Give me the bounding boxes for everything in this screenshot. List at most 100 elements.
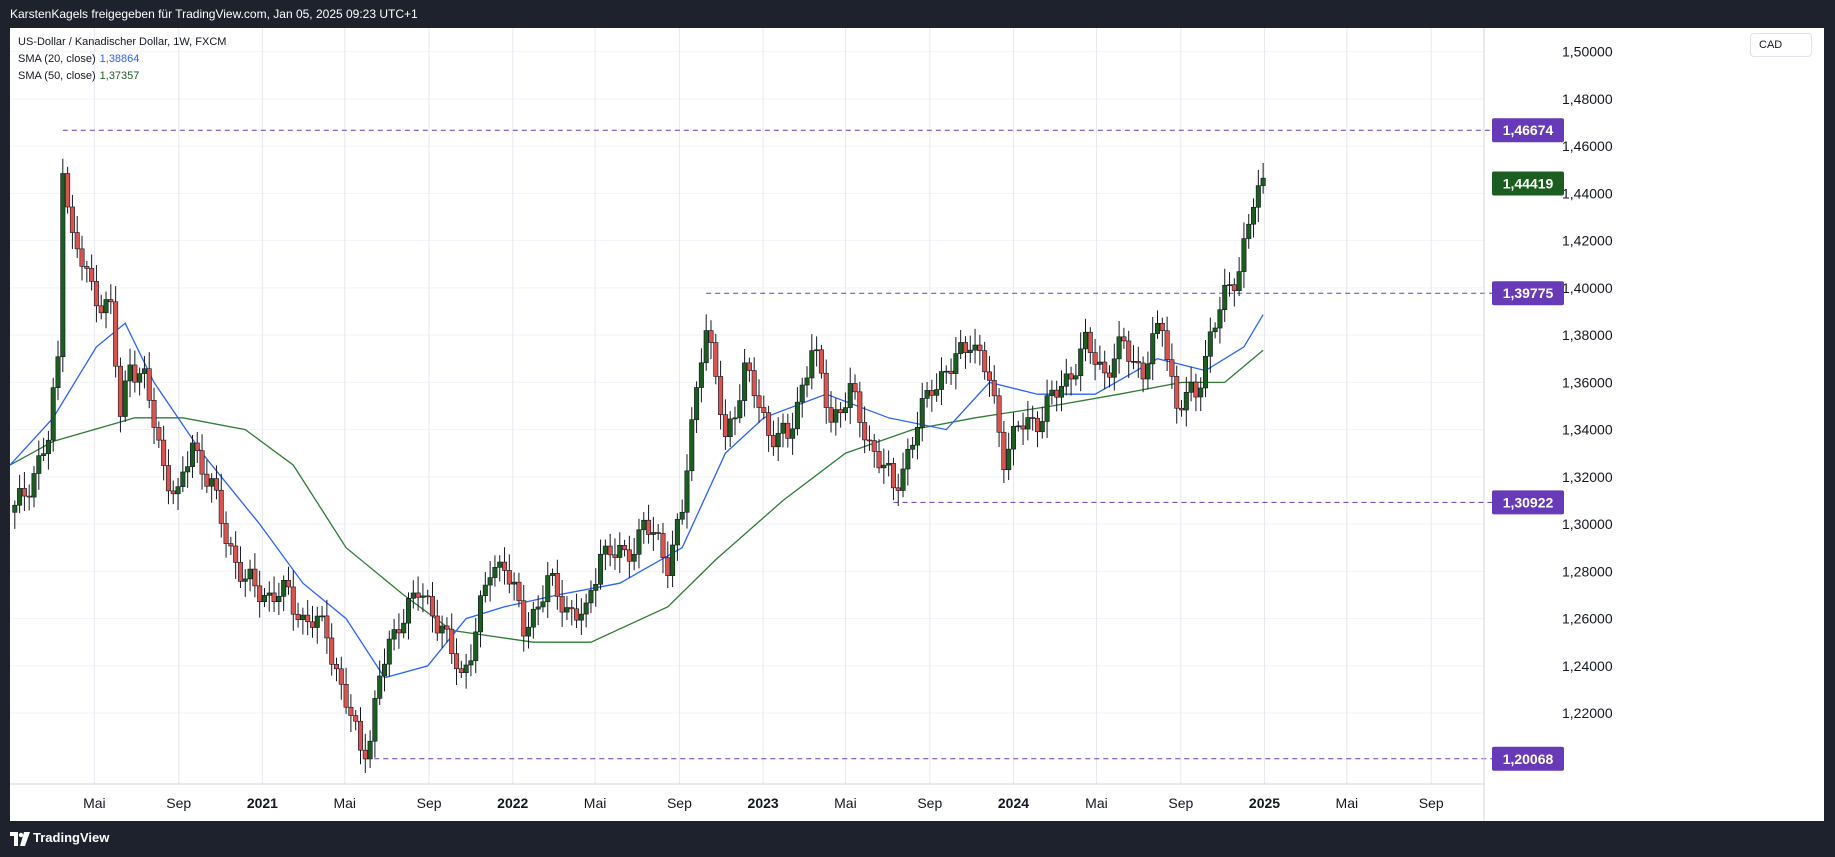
price-tick-label: 1,22000 — [1562, 705, 1613, 721]
candle-down — [665, 557, 671, 576]
time-tick-label: Sep — [667, 795, 692, 811]
legend-sma50[interactable]: SMA (50, close) 1,37357 — [18, 68, 226, 85]
sma20-line — [10, 314, 1264, 679]
candle-down — [1030, 417, 1036, 419]
candle-down — [1140, 362, 1146, 380]
candle-down — [146, 368, 152, 401]
candle-up — [670, 544, 676, 576]
legend-sma20[interactable]: SMA (20, close) 1,38864 — [18, 51, 226, 68]
price-tick-label: 1,42000 — [1562, 233, 1613, 249]
candle-down — [454, 653, 460, 670]
candlestick-chart[interactable]: 1,22000 1,24000 1,26000 1,28000 1,30000 1,320… — [10, 28, 1824, 821]
candle-up — [737, 400, 743, 419]
candle-down — [506, 570, 512, 585]
candle-down — [223, 523, 229, 544]
candle-up — [1049, 389, 1055, 396]
candle-down — [1169, 359, 1175, 377]
candle-down — [852, 383, 858, 393]
candle-up — [780, 422, 786, 434]
candle-up — [189, 442, 195, 467]
candle-down — [170, 490, 176, 495]
candle-down — [237, 562, 243, 582]
candle-up — [742, 362, 748, 401]
time-tick-label: Sep — [417, 795, 442, 811]
candle-down — [708, 330, 714, 343]
level-label-box — [1492, 118, 1564, 143]
candle-up — [689, 419, 695, 472]
candle-down — [982, 350, 988, 373]
candle-up — [487, 577, 493, 586]
candle-down — [108, 299, 114, 303]
candle-down — [718, 376, 724, 415]
price-tick-label: 1,32000 — [1562, 469, 1613, 485]
level-lines — [62, 129, 1492, 760]
candle-up — [386, 638, 392, 665]
candle-up — [463, 664, 469, 674]
chart-legend: US-Dollar / Kanadischer Dollar, 1W, FXCM… — [18, 34, 226, 85]
candle-down — [1193, 381, 1199, 398]
sma50-label: SMA (50, close) — [18, 70, 96, 82]
candle-up — [617, 545, 623, 558]
level-label-box — [1492, 281, 1564, 306]
candle-down — [1164, 330, 1170, 361]
candle-down — [348, 706, 354, 716]
candle-up — [794, 401, 800, 430]
candle-up — [468, 660, 474, 666]
candle-down — [113, 301, 119, 367]
candle-down — [895, 487, 901, 491]
level-label-box — [1492, 490, 1564, 515]
candle-up — [382, 663, 388, 677]
candle-down — [329, 637, 335, 665]
candle-up — [910, 444, 916, 450]
candle-down — [991, 380, 997, 397]
candle-down — [559, 596, 565, 613]
candle-up — [684, 470, 690, 513]
axes: 1,22000 1,24000 1,26000 1,28000 1,30000 1,320… — [10, 28, 1613, 821]
candle-down — [751, 370, 757, 397]
candle-up — [276, 596, 282, 603]
level-label: 1,46674 — [1503, 122, 1554, 138]
candle-down — [818, 349, 824, 374]
time-tick-label: Sep — [166, 795, 191, 811]
candle-up — [281, 579, 287, 597]
candle-down — [722, 414, 728, 437]
candle-up — [650, 532, 656, 535]
candle-up — [247, 568, 253, 580]
candle-down — [823, 372, 829, 408]
candle-down — [871, 440, 877, 452]
candle-down — [84, 266, 90, 269]
candle-down — [425, 595, 431, 598]
candle-up — [41, 453, 47, 456]
time-tick-label: 2022 — [497, 795, 528, 811]
candle-down — [746, 362, 752, 371]
sma20-value: 1,38864 — [99, 53, 140, 65]
price-tick-label: 1,30000 — [1562, 516, 1613, 532]
candle-down — [156, 427, 162, 441]
candle-up — [545, 575, 551, 603]
candle-up — [31, 473, 37, 498]
candle-down — [213, 478, 219, 491]
chart-panel[interactable]: 1,22000 1,24000 1,26000 1,28000 1,30000 1,320… — [10, 28, 1824, 821]
candle-up — [1251, 206, 1257, 225]
time-tick-label: 2025 — [1249, 795, 1280, 811]
currency-button[interactable]: CAD — [1750, 33, 1812, 57]
candle-up — [1222, 284, 1228, 311]
candle-down — [74, 232, 80, 250]
candle-down — [79, 248, 85, 267]
candle-down — [309, 621, 315, 628]
candle-up — [1212, 327, 1218, 333]
candle-down — [285, 579, 291, 588]
candle-up — [775, 432, 781, 448]
candle-up — [391, 629, 397, 640]
candle-up — [674, 518, 680, 546]
candle-down — [1092, 352, 1098, 365]
candle-down — [199, 450, 205, 475]
candle-down — [458, 668, 464, 674]
candle-down — [626, 549, 632, 562]
candle-up — [103, 299, 109, 314]
candle-down — [574, 608, 580, 621]
candle-down — [1159, 323, 1165, 332]
candle-down — [65, 173, 71, 208]
candle-down — [271, 592, 277, 603]
candle-down — [521, 600, 527, 637]
